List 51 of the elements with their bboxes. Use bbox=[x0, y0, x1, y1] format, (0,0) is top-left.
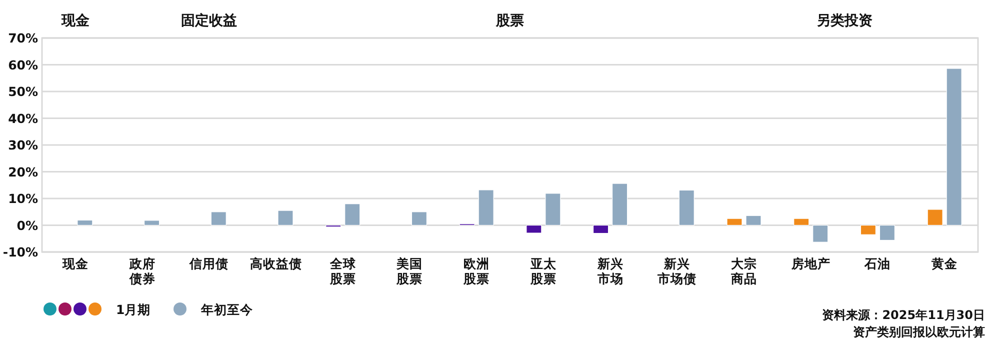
x-tick-label: 房地产 bbox=[790, 256, 832, 271]
bar bbox=[144, 220, 160, 226]
bar bbox=[210, 212, 226, 226]
y-tick-label: 10% bbox=[8, 191, 38, 206]
bar bbox=[478, 190, 494, 226]
y-tick-label: -10% bbox=[2, 244, 38, 260]
bar bbox=[927, 209, 943, 226]
y-tick-label: 60% bbox=[8, 57, 38, 72]
text: 另类投资 bbox=[816, 13, 872, 29]
text: 现金 bbox=[60, 13, 90, 29]
text: 资料来源：2025年11月30日 bbox=[822, 308, 985, 322]
x-tick-label: 全球股票 bbox=[328, 256, 357, 286]
legend-label: 1月期 bbox=[116, 302, 151, 317]
text: 资产类别回报以欧元计算 bbox=[853, 325, 985, 339]
bar bbox=[794, 218, 810, 226]
bar bbox=[278, 210, 294, 226]
bar bbox=[411, 212, 428, 226]
text: 固定收益 bbox=[181, 12, 238, 29]
bar bbox=[860, 224, 876, 235]
x-tick-label: 美国股票 bbox=[395, 256, 424, 286]
x-tick-label: 欧洲股票 bbox=[462, 256, 491, 286]
x-tick-label: 新兴市场 bbox=[596, 256, 624, 286]
bar bbox=[812, 224, 828, 242]
x-tick-label: 亚太股票 bbox=[529, 256, 558, 286]
x-tick-label: 石油 bbox=[863, 256, 892, 271]
y-tick-label: 50% bbox=[8, 84, 38, 99]
bar bbox=[344, 204, 360, 226]
text: 股票 bbox=[495, 13, 524, 29]
x-tick-label: 黄金 bbox=[930, 256, 959, 271]
x-tick-label: 高收益债 bbox=[249, 256, 303, 271]
bar bbox=[678, 190, 694, 226]
x-tick-label: 现金 bbox=[62, 256, 88, 271]
bar bbox=[879, 224, 896, 241]
bar bbox=[592, 224, 609, 234]
bar bbox=[612, 183, 628, 226]
x-tick-label: 大宗商品 bbox=[730, 256, 758, 286]
x-tick-label: 政府债券 bbox=[128, 256, 156, 286]
y-tick-label: 70% bbox=[8, 30, 38, 46]
x-tick-label: 信用债 bbox=[188, 256, 230, 271]
y-tick-label: 40% bbox=[8, 110, 38, 126]
y-tick-label: 30% bbox=[8, 138, 38, 152]
bar bbox=[526, 224, 542, 234]
bar bbox=[726, 218, 742, 226]
bar bbox=[545, 193, 561, 226]
x-tick-label: 新兴市场债 bbox=[656, 256, 698, 286]
bar bbox=[77, 220, 93, 226]
bar bbox=[946, 68, 962, 226]
y-tick-label: 20% bbox=[8, 164, 38, 180]
y-tick-label: 0% bbox=[16, 218, 38, 233]
legend-label: 年初至今 bbox=[200, 302, 254, 317]
bar bbox=[746, 215, 762, 226]
